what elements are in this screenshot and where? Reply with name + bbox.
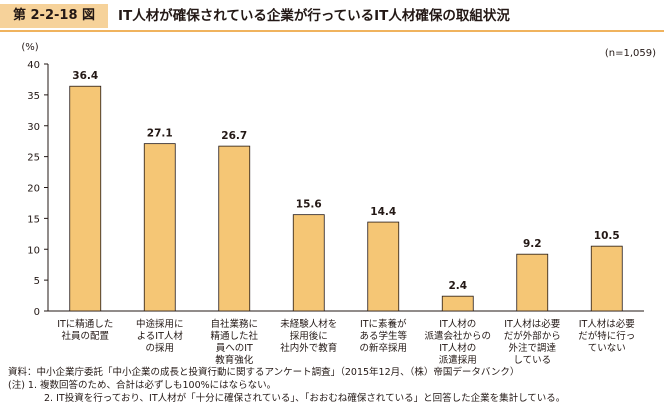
bar-value-label: 2.4 <box>448 280 467 292</box>
bar-value-label: 15.6 <box>296 199 322 211</box>
sample-size-note: (n=1,059) <box>605 48 656 59</box>
notes-block: 資料：中小企業庁委託「中小企業の成長と投資行動に関するアンケート調査」（2015… <box>8 366 658 405</box>
category-label: 中途採用によるIT人材の採用 <box>136 318 184 354</box>
figure-number-badge: 第 2-2-18 図 <box>0 4 108 28</box>
bar-value-label: 9.2 <box>523 238 542 250</box>
y-tick-label: 5 <box>34 276 40 287</box>
note-1: (注) 1. 複数回答のため、合計は必ずしも100%にはならない。 <box>8 380 277 391</box>
category-label: IT人材の派遣会社からの IT人材の派遣採用 <box>424 318 491 366</box>
figure-title: IT人材が確保されている企業が行っているIT人材確保の取組状況 <box>118 8 510 24</box>
bar-value-label: 14.4 <box>370 206 396 218</box>
source-note: 資料：中小企業庁委託「中小企業の成長と投資行動に関するアンケート調査」（2015… <box>8 367 520 378</box>
bar <box>292 214 325 312</box>
bar <box>590 245 623 312</box>
category-label: 自社業務に精通した社員へのIT 教育強化 <box>210 318 258 366</box>
bar-value-label: 36.4 <box>72 70 98 82</box>
bar-value-label: 10.5 <box>594 230 620 242</box>
bar <box>516 253 549 312</box>
category-label: ITに素養がある学生等の新卒採用 <box>359 318 407 354</box>
bar <box>441 295 474 312</box>
bar-value-label: 27.1 <box>147 128 173 140</box>
category-label: IT人材は必要だが外部から外注で調達している <box>504 318 561 366</box>
note-2: 2. IT投資を行っており、IT人材が「十分に確保されている」、「おおむね確保さ… <box>44 393 566 404</box>
bar-chart: (%) (n=1,059) 0 5 10 15 20 25 30 35 40 36.4 ITに精通した社… <box>21 42 656 366</box>
category-label: 未経験人材を採用後に社内外で教育 <box>280 318 337 354</box>
bar <box>218 145 251 312</box>
y-tick-label: 10 <box>27 245 40 256</box>
figure-header: 第 2-2-18 図 IT人材が確保されている企業が行っているIT人材確保の取組… <box>0 0 664 34</box>
y-tick-label: 0 <box>34 307 40 318</box>
y-tick-label: 20 <box>27 184 40 195</box>
header-divider <box>0 30 664 32</box>
bar <box>143 143 176 312</box>
y-axis-label: (%) <box>21 42 38 53</box>
y-tick-label: 35 <box>27 91 40 102</box>
y-tick-label: 40 <box>27 60 40 71</box>
category-label: IT人材は必要だが特に行っていない <box>578 318 635 354</box>
bar-value-label: 26.7 <box>221 130 247 142</box>
y-tick-label: 25 <box>27 153 40 164</box>
bar <box>69 85 102 312</box>
y-tick-label: 30 <box>27 122 40 133</box>
y-tick-label: 15 <box>27 214 40 225</box>
bar <box>367 221 400 312</box>
category-label: ITに精通した社員の配置 <box>57 318 113 342</box>
